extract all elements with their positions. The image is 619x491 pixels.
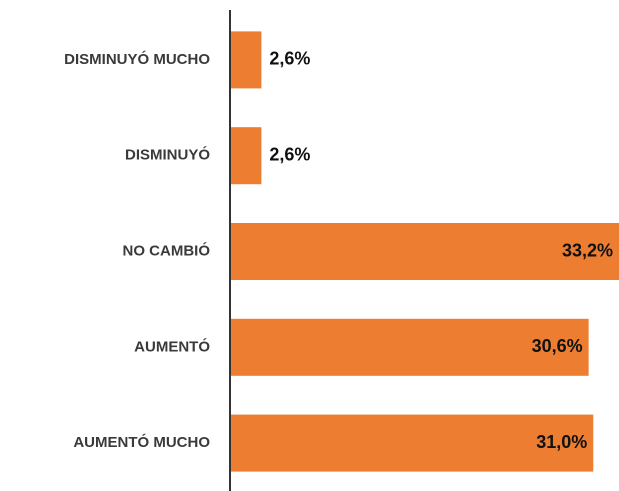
bar (231, 414, 594, 472)
data-label: 2,6% (269, 144, 310, 164)
category-label: NO CAMBIÓ (123, 241, 211, 259)
bar (231, 31, 262, 89)
bar (231, 318, 589, 376)
category-label: DISMINUYÓ MUCHO (64, 50, 210, 68)
bar (231, 127, 262, 185)
category-label: AUMENTÓ MUCHO (73, 433, 210, 451)
data-label: 30,6% (532, 336, 583, 356)
data-label: 2,6% (269, 49, 310, 69)
category-label: AUMENTÓ (134, 337, 210, 355)
bar (231, 223, 619, 280)
data-label: 31,0% (536, 432, 587, 452)
category-label: DISMINUYÓ (125, 146, 210, 164)
data-label: 33,2% (562, 240, 613, 260)
